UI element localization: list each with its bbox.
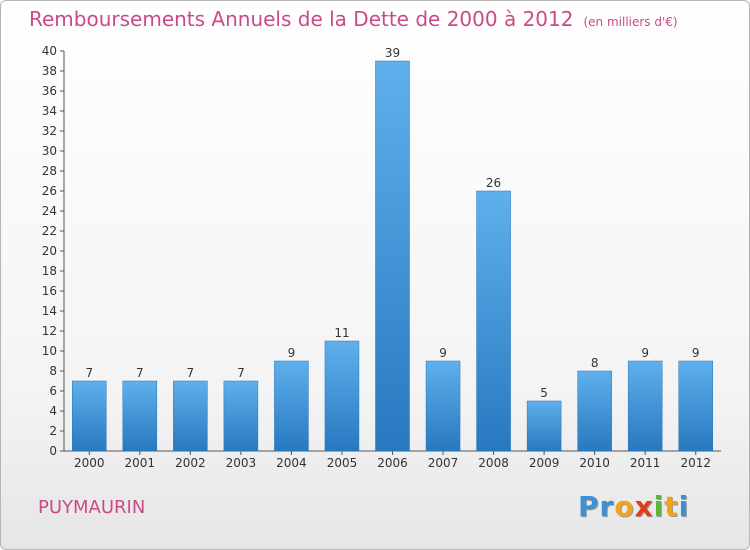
bar-value-label: 9 xyxy=(288,346,296,360)
y-tick-label: 18 xyxy=(42,264,57,278)
proxiti-logo: Proxiti xyxy=(578,490,689,523)
bar xyxy=(274,360,309,452)
bar xyxy=(577,370,612,452)
y-tick-label: 40 xyxy=(42,44,57,58)
bar xyxy=(324,340,360,452)
bar-value-label: 7 xyxy=(237,366,245,380)
x-tick-label: 2010 xyxy=(579,456,610,470)
bar-value-label: 9 xyxy=(439,346,447,360)
logo-letter: t xyxy=(664,490,679,523)
y-tick-label: 14 xyxy=(42,304,57,318)
chart-subtitle: (en milliers d'€) xyxy=(583,15,678,29)
y-tick-label: 26 xyxy=(42,184,57,198)
chart-axes: 0246810121416182022242628303234363840200… xyxy=(42,44,721,470)
x-tick-label: 2003 xyxy=(226,456,257,470)
x-tick-label: 2005 xyxy=(327,456,358,470)
bar xyxy=(627,360,663,452)
bar-value-label: 11 xyxy=(334,326,349,340)
bar xyxy=(122,380,158,452)
y-tick-label: 22 xyxy=(42,224,57,238)
x-tick-label: 2012 xyxy=(680,456,711,470)
y-tick-label: 2 xyxy=(49,424,57,438)
x-tick-label: 2007 xyxy=(428,456,459,470)
y-tick-label: 34 xyxy=(42,104,57,118)
bar xyxy=(72,380,107,452)
x-tick-label: 2000 xyxy=(74,456,105,470)
bar xyxy=(678,360,713,452)
bar-value-label: 9 xyxy=(692,346,700,360)
chart-title-text: Remboursements Annuels de la Dette de 20… xyxy=(29,7,574,31)
x-tick-label: 2004 xyxy=(276,456,307,470)
x-tick-label: 2008 xyxy=(478,456,509,470)
y-tick-label: 32 xyxy=(42,124,57,138)
logo-letter: r xyxy=(599,490,615,523)
bar xyxy=(425,360,461,452)
logo-letter: i xyxy=(653,490,665,523)
y-tick-label: 20 xyxy=(42,244,57,258)
logo-letter: o xyxy=(614,490,635,523)
bar xyxy=(476,190,511,452)
x-tick-label: 2006 xyxy=(377,456,408,470)
bar xyxy=(173,380,208,452)
x-tick-label: 2002 xyxy=(175,456,206,470)
bar-value-label: 7 xyxy=(187,366,195,380)
y-tick-label: 30 xyxy=(42,144,57,158)
y-tick-label: 10 xyxy=(42,344,57,358)
logo-letter: P xyxy=(578,490,600,523)
y-tick-label: 8 xyxy=(49,364,57,378)
bar-value-label: 8 xyxy=(591,356,599,370)
y-tick-label: 36 xyxy=(42,84,57,98)
x-tick-label: 2011 xyxy=(630,456,661,470)
y-tick-label: 24 xyxy=(42,204,57,218)
chart-title: Remboursements Annuels de la Dette de 20… xyxy=(29,7,678,31)
y-tick-label: 28 xyxy=(42,164,57,178)
y-tick-label: 6 xyxy=(49,384,57,398)
bar xyxy=(375,60,410,452)
bar-value-label: 9 xyxy=(641,346,649,360)
y-tick-label: 38 xyxy=(42,64,57,78)
y-tick-label: 12 xyxy=(42,324,57,338)
bar-value-label: 26 xyxy=(486,176,501,190)
x-tick-label: 2009 xyxy=(529,456,560,470)
city-name: PUYMAURIN xyxy=(38,497,146,518)
bar-value-label: 7 xyxy=(136,366,144,380)
bar xyxy=(223,380,259,452)
chart-bars: 7 7 7 7 9 11 39 9 26 5 8 9 9 xyxy=(72,46,713,452)
bar xyxy=(526,400,562,452)
x-tick-label: 2001 xyxy=(125,456,156,470)
y-tick-label: 0 xyxy=(49,444,57,458)
y-tick-label: 4 xyxy=(49,404,57,418)
bar-value-label: 39 xyxy=(385,46,400,60)
logo-letter: i xyxy=(678,490,690,523)
y-tick-label: 16 xyxy=(42,284,57,298)
bar-value-label: 7 xyxy=(85,366,93,380)
logo-letter: x xyxy=(634,490,654,523)
bar-value-label: 5 xyxy=(540,386,548,400)
